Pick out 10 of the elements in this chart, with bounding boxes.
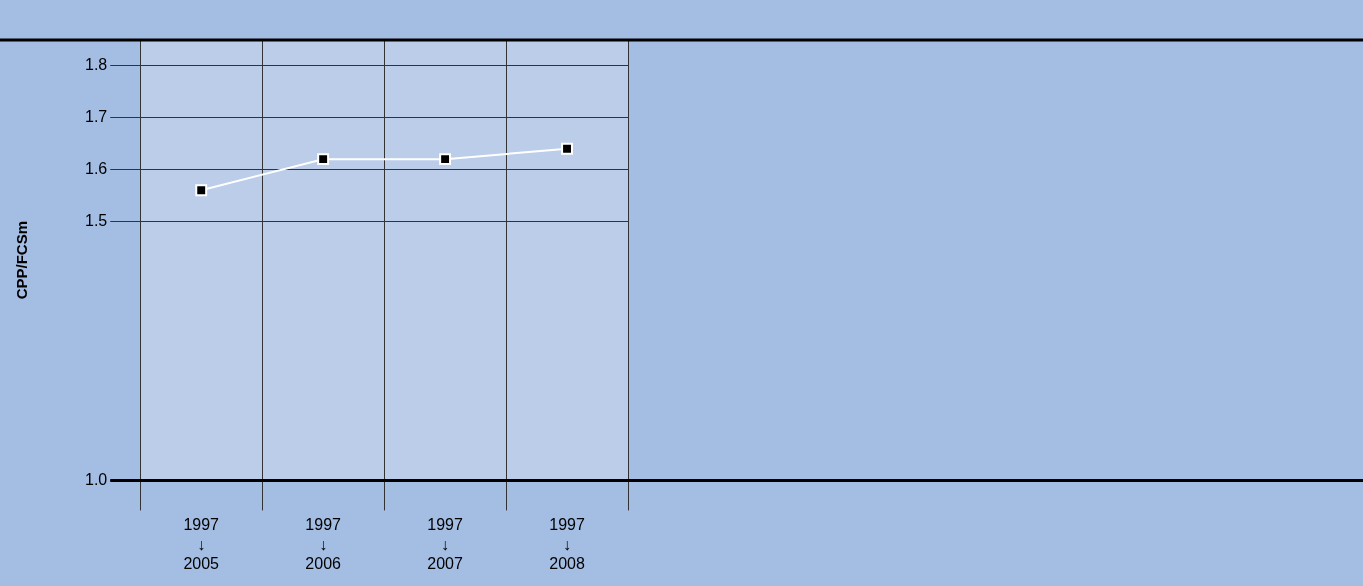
y-tick-label: 1.5: [84, 211, 108, 229]
y-tick-label: 1.7: [84, 108, 108, 126]
x-tick-label: 1997 ↓ 2006: [305, 516, 342, 572]
y-tick-label: 1.0: [84, 470, 108, 488]
y-tick-label: 1.8: [84, 56, 108, 74]
y-axis-title: CPP/FCSm: [13, 221, 31, 300]
y-tick-label: 1.6: [84, 159, 108, 177]
x-tick-label: 1997 ↓ 2005: [183, 516, 220, 572]
x-tick-label: 1997 ↓ 2008: [549, 516, 585, 572]
x-tick-label: 1997 ↓ 2007: [427, 516, 463, 572]
